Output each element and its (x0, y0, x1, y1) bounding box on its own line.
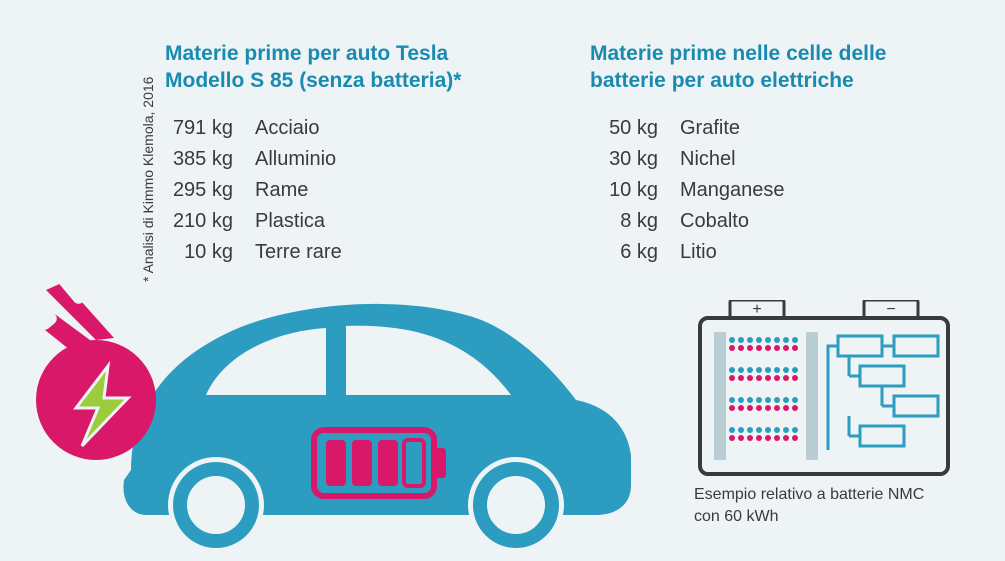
material-row: 10 kgManganese (590, 175, 970, 206)
material-row: 30 kgNichel (590, 144, 970, 175)
material-row: 8 kgCobalto (590, 206, 970, 237)
heading-line: Materie prime per auto Tesla (165, 42, 448, 65)
material-qty: 295 kg (165, 175, 255, 206)
material-qty: 50 kg (590, 113, 680, 144)
material-qty: 8 kg (590, 206, 680, 237)
material-row: 295 kgRame (165, 175, 545, 206)
material-row: 210 kgPlastica (165, 206, 545, 237)
battery-materials-list: 50 kgGrafite30 kgNichel10 kgManganese8 k… (590, 113, 970, 268)
terminal-plus: + (752, 301, 761, 318)
material-qty: 10 kg (590, 175, 680, 206)
battery-pack-illustration: + − (694, 300, 954, 485)
material-row: 6 kgLitio (590, 237, 970, 268)
heading-line: Materie prime nelle celle delle (590, 42, 886, 65)
material-name: Manganese (680, 175, 970, 206)
car-materials-list: 791 kgAcciaio385 kgAlluminio295 kgRame21… (165, 113, 545, 268)
caption-line: Esempio relativo a batterie NMC (694, 486, 924, 503)
source-footnote: * Analisi di Kimmo Klemola, 2016 (140, 52, 156, 282)
material-name: Plastica (255, 206, 545, 237)
terminal-minus: − (886, 301, 895, 318)
material-name: Rame (255, 175, 545, 206)
material-name: Terre rare (255, 237, 545, 268)
material-qty: 385 kg (165, 144, 255, 175)
car-materials-heading: Materie prime per auto Tesla Modello S 8… (165, 40, 545, 95)
heading-line: batterie per auto elettriche (590, 69, 854, 92)
material-qty: 791 kg (165, 113, 255, 144)
material-row: 10 kgTerre rare (165, 237, 545, 268)
car-materials-section: Materie prime per auto Tesla Modello S 8… (165, 40, 545, 268)
heading-line: Modello S 85 (senza batteria)* (165, 69, 461, 92)
material-row: 385 kgAlluminio (165, 144, 545, 175)
battery-materials-heading: Materie prime nelle celle delle batterie… (590, 40, 970, 95)
material-name: Cobalto (680, 206, 970, 237)
material-row: 791 kgAcciaio (165, 113, 545, 144)
material-name: Grafite (680, 113, 970, 144)
material-name: Alluminio (255, 144, 545, 175)
material-name: Acciaio (255, 113, 545, 144)
material-name: Litio (680, 237, 970, 268)
car-illustration (36, 280, 656, 555)
battery-materials-section: Materie prime nelle celle delle batterie… (590, 40, 970, 268)
material-name: Nichel (680, 144, 970, 175)
material-row: 50 kgGrafite (590, 113, 970, 144)
caption-line: con 60 kWh (694, 508, 778, 525)
battery-caption: Esempio relativo a batterie NMC con 60 k… (694, 484, 974, 527)
material-qty: 6 kg (590, 237, 680, 268)
car-body-icon (123, 304, 631, 550)
material-qty: 30 kg (590, 144, 680, 175)
plug-icon (36, 280, 156, 460)
material-qty: 10 kg (165, 237, 255, 268)
material-qty: 210 kg (165, 206, 255, 237)
